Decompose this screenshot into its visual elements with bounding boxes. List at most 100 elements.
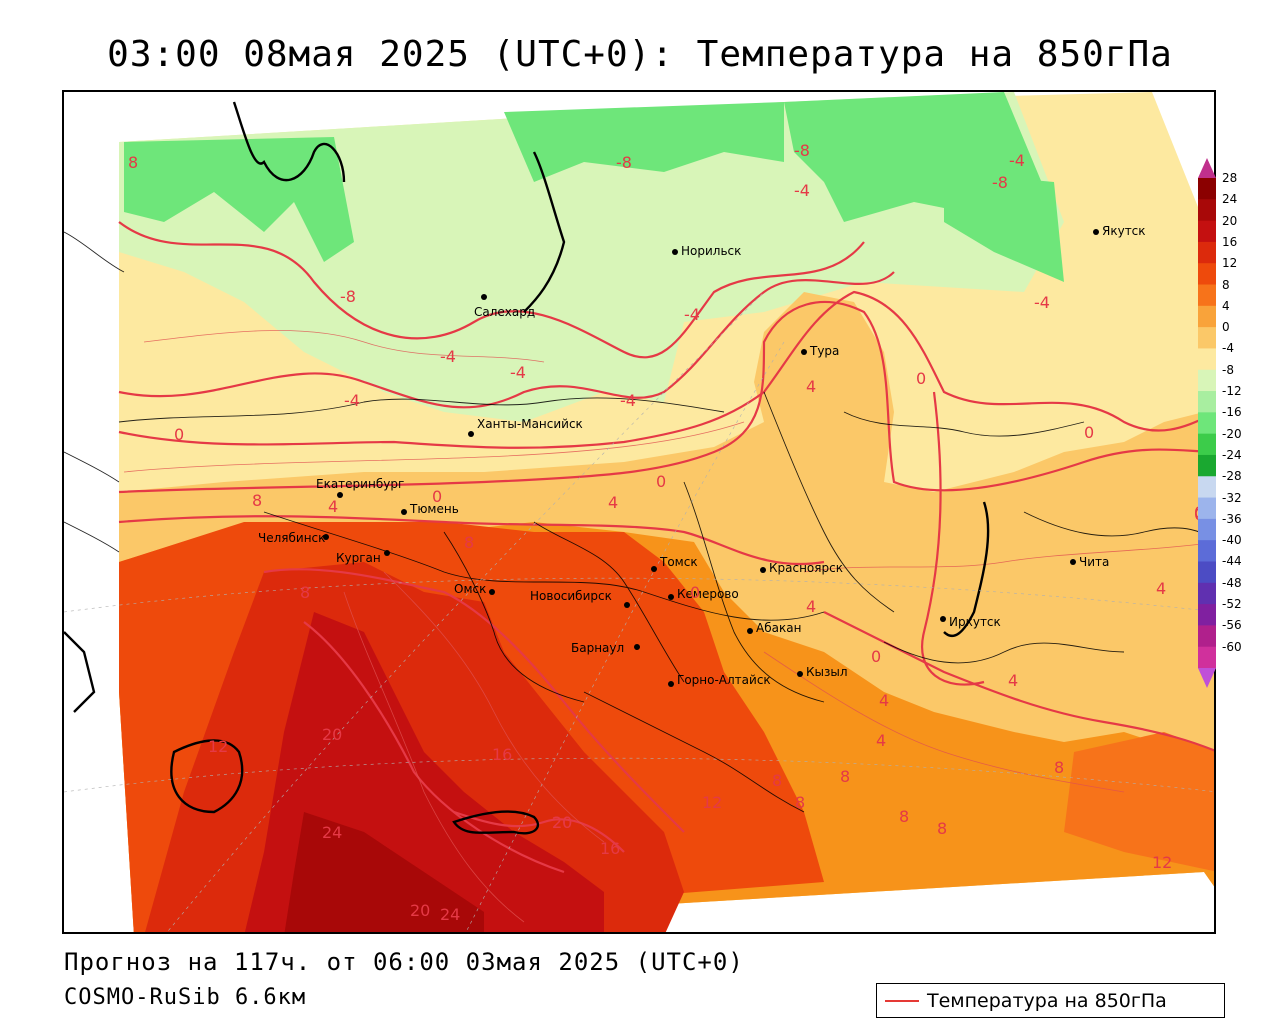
city-yakutsk: Якутск	[1093, 224, 1146, 238]
region-borders	[64, 231, 1214, 813]
colorbar-tick-label: -56	[1222, 618, 1242, 633]
city-salekhard: Салехард	[474, 294, 535, 319]
isotherm-labels: 8 -8 -8 -4 -8 -4 -8 -4 -4 -4 -4 -4 0 0 0…	[128, 141, 1204, 924]
city-irkutsk: Иркутск	[940, 615, 1001, 629]
colorbar-tick-label: -60	[1222, 639, 1242, 654]
iso-label: 16	[492, 745, 512, 764]
map-canvas: Норильск Якутск Салехард Тура Ханты-Манс…	[64, 92, 1214, 932]
svg-text:Екатеринбург: Екатеринбург	[316, 477, 404, 491]
svg-text:Челябинск: Челябинск	[258, 531, 325, 545]
iso-label: -4	[510, 363, 526, 382]
colorbar-tick-label: -40	[1222, 533, 1242, 548]
colorbar-swatch	[1198, 327, 1216, 349]
iso-label: -8	[616, 153, 632, 172]
colorbar-tick-label: -52	[1222, 597, 1242, 612]
iso-label: 8	[464, 533, 474, 552]
colorbar-swatch	[1198, 561, 1216, 584]
colorbar-tick-label: -32	[1222, 490, 1242, 505]
city-chelyabinsk: Челябинск	[258, 531, 329, 545]
iso-label: 12	[1152, 853, 1172, 872]
iso-label: 12	[702, 793, 722, 812]
city-norilsk: Норильск	[672, 244, 741, 258]
svg-text:Красноярск: Красноярск	[769, 561, 843, 575]
svg-text:Норильск: Норильск	[681, 244, 741, 258]
svg-text:Кемерово: Кемерово	[677, 587, 739, 601]
iso-label: -8	[794, 141, 810, 160]
svg-text:Иркутск: Иркутск	[949, 615, 1001, 629]
svg-text:Якутск: Якутск	[1102, 224, 1146, 238]
colorbar-tick-label: 16	[1222, 234, 1238, 249]
colorbar-tick-label: -20	[1222, 426, 1242, 441]
colorbar-swatch	[1198, 454, 1216, 477]
legend: Температура на 850гПа	[876, 983, 1225, 1018]
iso-label: -4	[1009, 151, 1025, 170]
colorbar-swatch	[1198, 263, 1216, 286]
field-green	[124, 137, 354, 262]
colorbar-swatch	[1198, 518, 1216, 541]
city-tyumen: Тюмень	[401, 502, 459, 516]
iso-label: -4	[440, 347, 456, 366]
colorbar-tick-label: 24	[1222, 192, 1238, 207]
iso-label: 20	[322, 725, 342, 744]
colorbar-swatch	[1198, 540, 1216, 562]
iso-label: 4	[328, 497, 338, 516]
svg-text:Томск: Томск	[659, 555, 698, 569]
svg-text:Чита: Чита	[1079, 555, 1109, 569]
iso-label: 0	[432, 487, 442, 506]
svg-text:Абакан: Абакан	[756, 621, 801, 635]
colorbar-tick-label: -8	[1222, 362, 1234, 377]
city-tura: Тура	[801, 344, 839, 358]
iso-label: 24	[440, 905, 460, 924]
svg-text:Салехард: Салехард	[474, 305, 535, 319]
iso-label: 8	[899, 807, 909, 826]
colorbar-top-arrow	[1198, 158, 1216, 178]
iso-label: 16	[600, 839, 620, 858]
iso-label: 12	[208, 737, 228, 756]
colorbar-swatch	[1198, 604, 1216, 626]
colorbar-swatch	[1198, 497, 1216, 520]
colorbar-tick-label: -4	[1222, 341, 1234, 356]
iso-label: 24	[322, 823, 342, 842]
iso-label: 4	[879, 691, 889, 710]
legend-line-swatch	[885, 999, 919, 1002]
colorbar	[1198, 158, 1216, 688]
svg-text:Омск: Омск	[454, 582, 486, 596]
colorbar-swatch	[1198, 220, 1216, 243]
colorbar-tick-label: 0	[1222, 320, 1230, 335]
colorbar-swatch	[1198, 476, 1216, 499]
svg-text:Новосибирск: Новосибирск	[530, 589, 612, 603]
iso-label: 8	[128, 153, 138, 172]
city-novosibirsk: Новосибирск	[530, 589, 630, 608]
iso-label: 0	[916, 369, 926, 388]
iso-label: 4	[1156, 579, 1166, 598]
iso-label: 0	[1084, 423, 1094, 442]
colorbar-tick-label: -36	[1222, 511, 1242, 526]
iso-label: -8	[992, 173, 1008, 192]
colorbar-swatch	[1198, 348, 1216, 371]
legend-label: Температура на 850гПа	[927, 989, 1167, 1012]
colorbar-swatch	[1198, 241, 1216, 264]
iso-label: 4	[806, 377, 816, 396]
colorbar-tick-label: -24	[1222, 447, 1242, 462]
colorbar-swatch	[1198, 582, 1216, 605]
colorbar-swatch	[1198, 646, 1216, 669]
colorbar-tick-label: 12	[1222, 256, 1238, 271]
colorbar-bottom-arrow	[1198, 668, 1216, 688]
iso-label: 4	[806, 597, 816, 616]
svg-text:Горно-Алтайск: Горно-Алтайск	[677, 673, 771, 687]
iso-label: 8	[795, 793, 805, 812]
iso-label: 0	[690, 583, 700, 602]
colorbar-swatch	[1198, 391, 1216, 413]
forecast-text: Прогноз на 117ч. от 06:00 03мая 2025 (UT…	[64, 948, 744, 976]
temperature-map: Норильск Якутск Салехард Тура Ханты-Манс…	[62, 90, 1216, 934]
iso-label: 8	[252, 491, 262, 510]
svg-text:Барнаул: Барнаул	[571, 641, 624, 655]
colorbar-tick-label: 20	[1222, 213, 1238, 228]
iso-label: 4	[876, 731, 886, 750]
city-khanty-mansiysk: Ханты-Мансийск	[468, 417, 583, 437]
iso-label: 8	[840, 767, 850, 786]
colorbar-swatch	[1198, 369, 1216, 392]
svg-text:Кызыл: Кызыл	[806, 665, 848, 679]
city-yekaterinburg: Екатеринбург	[316, 477, 404, 498]
iso-label: -4	[794, 181, 810, 200]
